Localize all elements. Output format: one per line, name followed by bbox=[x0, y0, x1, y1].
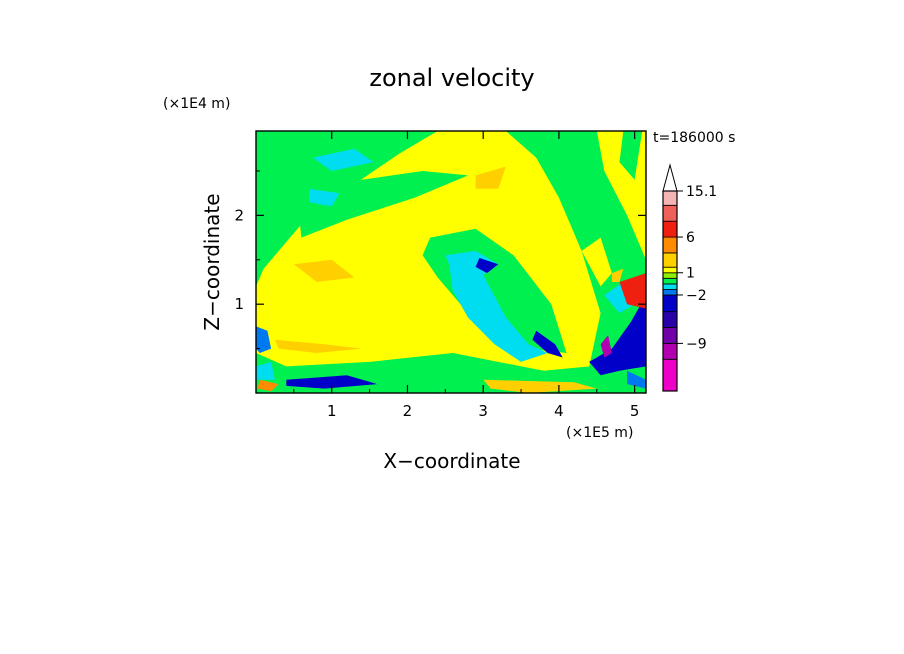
field-region-9 bbox=[475, 258, 499, 274]
colorbar-swatch-9 bbox=[662, 266, 678, 274]
field-region-17 bbox=[619, 273, 646, 309]
colorbar-label-1: 6 bbox=[686, 230, 695, 246]
colorbar-swatch-2 bbox=[662, 327, 678, 344]
x-tick-label-3: 4 bbox=[554, 402, 564, 420]
field-region-3 bbox=[297, 171, 468, 238]
field-region-19 bbox=[600, 335, 612, 358]
colorbar-label-3: −2 bbox=[686, 288, 707, 304]
field-region-23 bbox=[286, 375, 378, 389]
plot-frame bbox=[255, 130, 647, 394]
field-region-7 bbox=[309, 188, 340, 207]
colorbar: 15.1 6 1 −2 −9 bbox=[662, 163, 717, 392]
colorbar-label-0: 15.1 bbox=[686, 184, 717, 200]
field-region-18 bbox=[611, 268, 624, 282]
field-region-20 bbox=[627, 370, 646, 389]
field-region-11 bbox=[475, 166, 506, 189]
colorbar-swatch-10 bbox=[662, 252, 678, 268]
colorbar-swatch-5 bbox=[662, 288, 678, 296]
y-tick-label-0: 1 bbox=[234, 295, 244, 313]
field-region-10 bbox=[293, 259, 355, 282]
x-tick-label-2: 3 bbox=[478, 402, 488, 420]
y-tick-label-1: 2 bbox=[234, 206, 244, 224]
velocity-field bbox=[256, 131, 646, 393]
colorbar-swatch-13 bbox=[662, 204, 678, 222]
colorbar-extend-arrow bbox=[662, 163, 678, 192]
field-region-12 bbox=[483, 379, 597, 393]
field-region-27 bbox=[312, 148, 374, 171]
colorbar-swatch-3 bbox=[662, 311, 678, 328]
field-region-4 bbox=[263, 135, 325, 167]
colorbar-swatch-0 bbox=[662, 358, 678, 392]
colorbar-swatch-7 bbox=[662, 277, 678, 285]
colorbar-swatch-1 bbox=[662, 342, 678, 360]
x-scale-note: (×1E5 m) bbox=[566, 425, 633, 441]
colorbar-frame bbox=[662, 190, 678, 392]
axes: 1 2 3 4 5 1 2 bbox=[234, 131, 646, 420]
colorbar-swatch-14 bbox=[662, 190, 678, 206]
colorbar-swatch-11 bbox=[662, 236, 678, 254]
x-tick-label-4: 5 bbox=[630, 402, 640, 420]
field-region-24 bbox=[257, 379, 279, 392]
colorbar-swatch-4 bbox=[662, 294, 678, 313]
colorbar-label-4: −9 bbox=[686, 336, 707, 352]
field-region-21 bbox=[256, 326, 272, 353]
colorbar-swatch-8 bbox=[662, 272, 678, 279]
field-region-13 bbox=[274, 339, 362, 353]
colorbar-swatch-6 bbox=[662, 283, 678, 290]
x-tick-label-0: 1 bbox=[327, 402, 337, 420]
field-region-8 bbox=[532, 330, 563, 358]
field-region-14 bbox=[581, 237, 612, 287]
colorbar-label-2: 1 bbox=[686, 266, 695, 282]
chart-title: zonal velocity bbox=[369, 64, 534, 92]
time-label: t=186000 s bbox=[653, 130, 735, 146]
x-axis-label: X−coordinate bbox=[383, 449, 520, 473]
y-scale-note: (×1E4 m) bbox=[163, 96, 230, 112]
field-region-22 bbox=[256, 361, 275, 380]
y-axis-label: Z−coordinate bbox=[200, 193, 224, 330]
x-tick-label-1: 2 bbox=[403, 402, 413, 420]
field-region-26 bbox=[619, 131, 643, 180]
field-region-15 bbox=[589, 295, 646, 376]
field-region-5 bbox=[449, 255, 548, 362]
colorbar-swatch-12 bbox=[662, 220, 678, 238]
